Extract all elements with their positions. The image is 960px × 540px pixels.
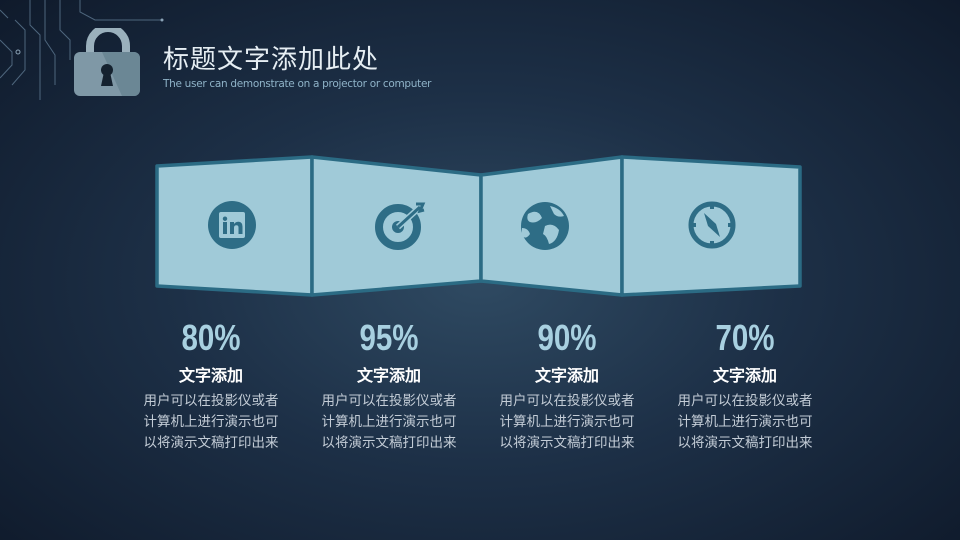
target-icon: [375, 202, 426, 250]
stat-percent: 95%: [359, 317, 419, 358]
description-line: 用户可以在投影仪或者: [143, 393, 279, 409]
stat-heading: 文字添加: [178, 366, 243, 385]
description-line: 以将演示文稿打印出来: [677, 435, 813, 451]
description-line: 用户可以在投影仪或者: [321, 393, 457, 409]
stat-description: 用户可以在投影仪或者 计算机上进行演示也可 以将演示文稿打印出来: [299, 391, 479, 454]
stat-description: 用户可以在投影仪或者 计算机上进行演示也可 以将演示文稿打印出来: [477, 391, 657, 454]
stat-description: 用户可以在投影仪或者 计算机上进行演示也可 以将演示文稿打印出来: [655, 391, 835, 454]
description-line: 计算机上进行演示也可: [321, 414, 457, 430]
compass-icon: [688, 201, 736, 249]
stat-heading: 文字添加: [534, 366, 599, 385]
description-line: 用户可以在投影仪或者: [499, 393, 635, 409]
page-subtitle: The user can demonstrate on a projector …: [163, 78, 432, 90]
stat-heading: 文字添加: [712, 366, 777, 385]
description-line: 计算机上进行演示也可: [677, 414, 813, 430]
description-line: 以将演示文稿打印出来: [321, 435, 457, 451]
globe-icon: [521, 202, 569, 250]
stat-description: 用户可以在投影仪或者 计算机上进行演示也可 以将演示文稿打印出来: [121, 391, 301, 454]
folded-panels: [155, 155, 802, 297]
description-line: 以将演示文稿打印出来: [143, 435, 279, 451]
page-title: 标题文字添加此处: [163, 45, 380, 75]
stat-percent: 80%: [181, 317, 241, 358]
description-line: 计算机上进行演示也可: [499, 414, 635, 430]
stat-heading: 文字添加: [356, 366, 421, 385]
padlock-icon: [74, 28, 140, 96]
circuit-decoration: [0, 0, 164, 100]
linkedin-icon: [208, 201, 256, 249]
description-line: 用户可以在投影仪或者: [677, 393, 813, 409]
stat-percent: 70%: [715, 317, 775, 358]
stat-percent: 90%: [537, 317, 597, 358]
description-line: 以将演示文稿打印出来: [499, 435, 635, 451]
description-line: 计算机上进行演示也可: [143, 414, 279, 430]
